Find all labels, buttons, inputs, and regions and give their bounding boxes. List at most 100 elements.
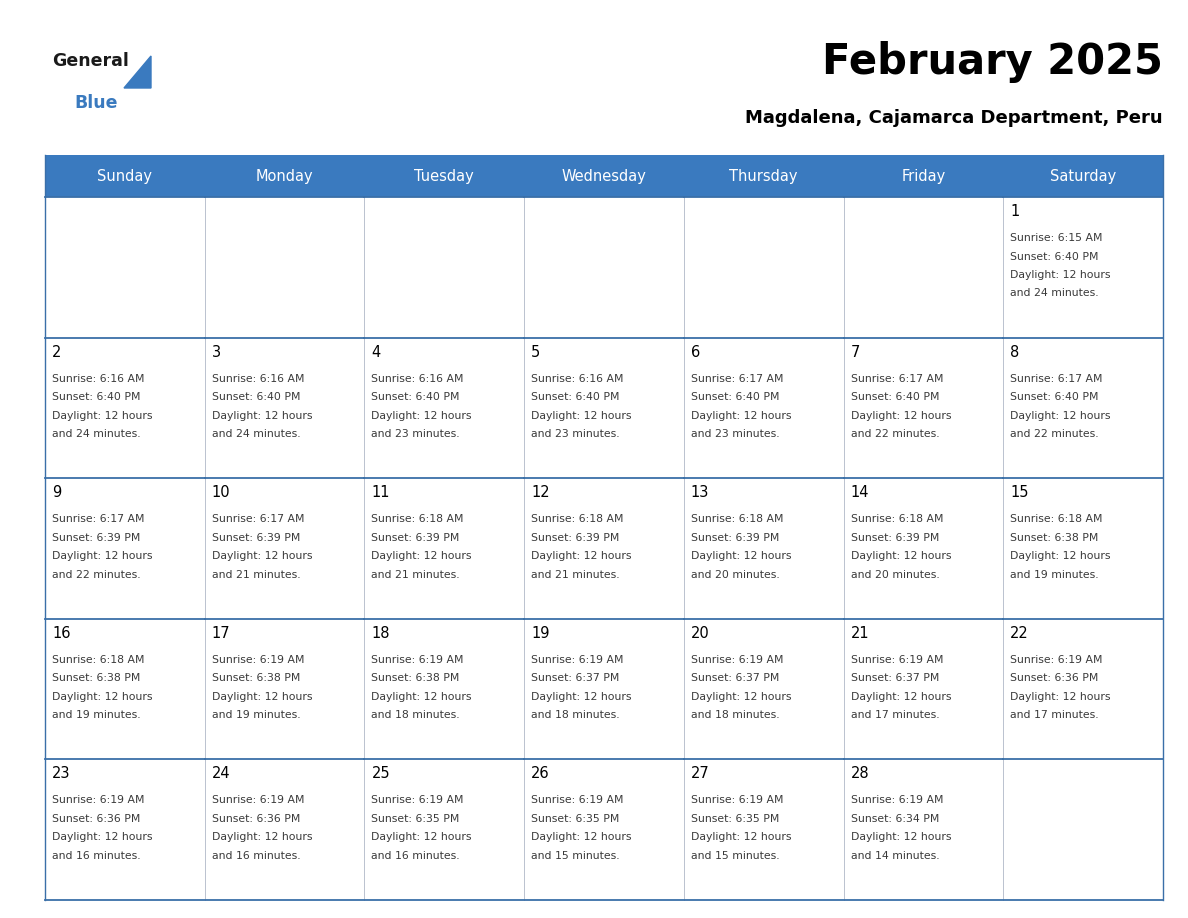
- Text: Sunrise: 6:16 AM: Sunrise: 6:16 AM: [211, 374, 304, 384]
- Text: and 18 minutes.: and 18 minutes.: [372, 711, 460, 721]
- Text: 2: 2: [52, 344, 62, 360]
- Text: 15: 15: [1010, 486, 1029, 500]
- Polygon shape: [124, 56, 151, 88]
- Text: Daylight: 12 hours: Daylight: 12 hours: [52, 692, 152, 701]
- Bar: [1004, 759, 1163, 900]
- Text: Daylight: 12 hours: Daylight: 12 hours: [52, 551, 152, 561]
- Text: 18: 18: [372, 626, 390, 641]
- Text: Sunset: 6:39 PM: Sunset: 6:39 PM: [52, 532, 140, 543]
- Text: Sunset: 6:38 PM: Sunset: 6:38 PM: [211, 673, 301, 683]
- Text: 24: 24: [211, 767, 230, 781]
- Text: Sunrise: 6:19 AM: Sunrise: 6:19 AM: [52, 795, 145, 805]
- Bar: [843, 478, 1004, 619]
- Bar: [45, 478, 204, 619]
- Text: Friday: Friday: [902, 169, 946, 184]
- Text: and 16 minutes.: and 16 minutes.: [52, 851, 140, 861]
- Bar: [1004, 155, 1163, 197]
- Text: Sunday: Sunday: [97, 169, 152, 184]
- Text: Sunset: 6:38 PM: Sunset: 6:38 PM: [1010, 532, 1099, 543]
- Text: and 20 minutes.: and 20 minutes.: [691, 570, 779, 579]
- Text: Sunrise: 6:17 AM: Sunrise: 6:17 AM: [52, 514, 145, 524]
- Text: Sunset: 6:39 PM: Sunset: 6:39 PM: [851, 532, 939, 543]
- Text: Sunset: 6:37 PM: Sunset: 6:37 PM: [691, 673, 779, 683]
- Text: General: General: [52, 52, 128, 70]
- Bar: [204, 338, 365, 478]
- Text: Sunset: 6:40 PM: Sunset: 6:40 PM: [52, 392, 140, 402]
- Text: 3: 3: [211, 344, 221, 360]
- Text: Daylight: 12 hours: Daylight: 12 hours: [851, 551, 952, 561]
- Text: Sunrise: 6:19 AM: Sunrise: 6:19 AM: [691, 655, 783, 665]
- Text: Sunrise: 6:19 AM: Sunrise: 6:19 AM: [851, 795, 943, 805]
- Text: Sunset: 6:36 PM: Sunset: 6:36 PM: [52, 814, 140, 823]
- Bar: [843, 197, 1004, 338]
- Text: Daylight: 12 hours: Daylight: 12 hours: [1010, 410, 1111, 420]
- Text: and 15 minutes.: and 15 minutes.: [691, 851, 779, 861]
- Text: Sunrise: 6:19 AM: Sunrise: 6:19 AM: [211, 655, 304, 665]
- Text: 13: 13: [691, 486, 709, 500]
- Text: Sunset: 6:40 PM: Sunset: 6:40 PM: [531, 392, 620, 402]
- Text: Sunrise: 6:18 AM: Sunrise: 6:18 AM: [691, 514, 783, 524]
- Text: 5: 5: [531, 344, 541, 360]
- Text: 19: 19: [531, 626, 550, 641]
- Text: Daylight: 12 hours: Daylight: 12 hours: [691, 410, 791, 420]
- Text: and 22 minutes.: and 22 minutes.: [851, 429, 940, 439]
- Text: Sunrise: 6:18 AM: Sunrise: 6:18 AM: [531, 514, 624, 524]
- Text: and 17 minutes.: and 17 minutes.: [1010, 711, 1099, 721]
- Text: Sunset: 6:34 PM: Sunset: 6:34 PM: [851, 814, 939, 823]
- Text: Sunset: 6:40 PM: Sunset: 6:40 PM: [1010, 392, 1099, 402]
- Text: Daylight: 12 hours: Daylight: 12 hours: [211, 692, 312, 701]
- Bar: [684, 197, 843, 338]
- Text: and 18 minutes.: and 18 minutes.: [531, 711, 620, 721]
- Text: and 23 minutes.: and 23 minutes.: [372, 429, 460, 439]
- Text: 25: 25: [372, 767, 390, 781]
- Text: Sunrise: 6:17 AM: Sunrise: 6:17 AM: [691, 374, 783, 384]
- Bar: [843, 759, 1004, 900]
- Text: and 23 minutes.: and 23 minutes.: [691, 429, 779, 439]
- Text: Sunset: 6:35 PM: Sunset: 6:35 PM: [531, 814, 619, 823]
- Text: Daylight: 12 hours: Daylight: 12 hours: [531, 410, 632, 420]
- Bar: [1004, 338, 1163, 478]
- Bar: [1004, 478, 1163, 619]
- Text: Daylight: 12 hours: Daylight: 12 hours: [372, 551, 472, 561]
- Text: Sunset: 6:37 PM: Sunset: 6:37 PM: [531, 673, 619, 683]
- Text: Sunrise: 6:19 AM: Sunrise: 6:19 AM: [372, 795, 465, 805]
- Bar: [843, 619, 1004, 759]
- Bar: [684, 338, 843, 478]
- Text: Sunset: 6:40 PM: Sunset: 6:40 PM: [211, 392, 301, 402]
- Text: Sunrise: 6:19 AM: Sunrise: 6:19 AM: [531, 655, 624, 665]
- Text: Daylight: 12 hours: Daylight: 12 hours: [531, 692, 632, 701]
- Text: Sunrise: 6:15 AM: Sunrise: 6:15 AM: [1010, 233, 1102, 243]
- Bar: [45, 759, 204, 900]
- Text: Sunset: 6:36 PM: Sunset: 6:36 PM: [211, 814, 301, 823]
- Text: Wednesday: Wednesday: [562, 169, 646, 184]
- Text: Daylight: 12 hours: Daylight: 12 hours: [851, 833, 952, 843]
- Bar: [204, 155, 365, 197]
- Text: 4: 4: [372, 344, 380, 360]
- Text: and 18 minutes.: and 18 minutes.: [691, 711, 779, 721]
- Text: and 22 minutes.: and 22 minutes.: [52, 570, 140, 579]
- Text: 10: 10: [211, 486, 230, 500]
- Text: Blue: Blue: [74, 94, 118, 112]
- Text: and 16 minutes.: and 16 minutes.: [372, 851, 460, 861]
- Text: 20: 20: [691, 626, 709, 641]
- Text: 23: 23: [52, 767, 70, 781]
- Text: Daylight: 12 hours: Daylight: 12 hours: [372, 833, 472, 843]
- Bar: [204, 759, 365, 900]
- Text: and 17 minutes.: and 17 minutes.: [851, 711, 940, 721]
- Text: Sunset: 6:36 PM: Sunset: 6:36 PM: [1010, 673, 1099, 683]
- Text: 12: 12: [531, 486, 550, 500]
- Bar: [365, 619, 524, 759]
- Bar: [684, 759, 843, 900]
- Text: Saturday: Saturday: [1050, 169, 1117, 184]
- Text: Sunrise: 6:19 AM: Sunrise: 6:19 AM: [851, 655, 943, 665]
- Text: Magdalena, Cajamarca Department, Peru: Magdalena, Cajamarca Department, Peru: [745, 109, 1163, 127]
- Bar: [365, 338, 524, 478]
- Text: Monday: Monday: [255, 169, 314, 184]
- Text: Sunrise: 6:18 AM: Sunrise: 6:18 AM: [1010, 514, 1102, 524]
- Text: and 15 minutes.: and 15 minutes.: [531, 851, 620, 861]
- Text: Sunrise: 6:16 AM: Sunrise: 6:16 AM: [52, 374, 145, 384]
- Bar: [524, 197, 684, 338]
- Text: Daylight: 12 hours: Daylight: 12 hours: [1010, 551, 1111, 561]
- Bar: [843, 155, 1004, 197]
- Text: 14: 14: [851, 486, 870, 500]
